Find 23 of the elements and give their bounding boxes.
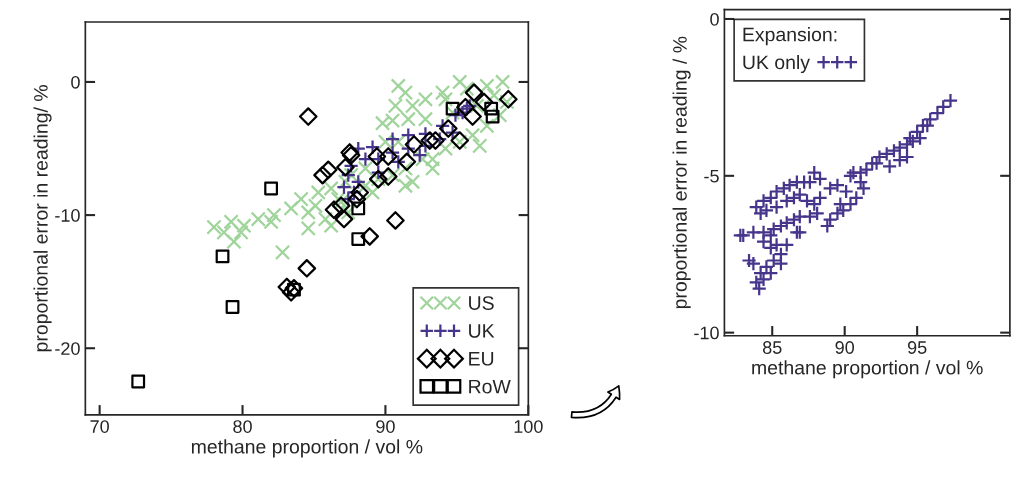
x-axis-title: methane proportion / vol %	[752, 360, 983, 379]
x-tick-label: 70	[90, 420, 109, 433]
y-axis-title: proportional error in reading/ %	[33, 85, 52, 352]
legend-label: RoW	[469, 379, 511, 394]
y-tick-label: 0	[710, 12, 719, 26]
legend-label: UK only	[743, 54, 810, 74]
y-axis-title: proportional error in reading / %	[672, 36, 691, 309]
legend-title: Expansion:	[743, 27, 837, 46]
x-tick-label: 95	[907, 341, 927, 354]
x-tick-label: 100	[514, 420, 543, 433]
legend-label: UK	[469, 324, 495, 338]
y-tick-label: -5	[704, 169, 719, 183]
x-axis-title: methane proportion / vol %	[191, 439, 423, 458]
x-tick-label: 85	[762, 341, 782, 354]
x-tick-label: 90	[835, 341, 855, 354]
y-tick-label: 0	[71, 75, 80, 89]
y-tick-label: -10	[694, 326, 719, 340]
y-tick-label: -10	[55, 209, 80, 222]
legend-label: EU	[469, 352, 494, 366]
legend-label: US	[469, 296, 494, 310]
x-tick-label: 90	[376, 420, 395, 433]
x-tick-label: 80	[233, 420, 252, 433]
y-tick-label: -20	[55, 342, 80, 355]
